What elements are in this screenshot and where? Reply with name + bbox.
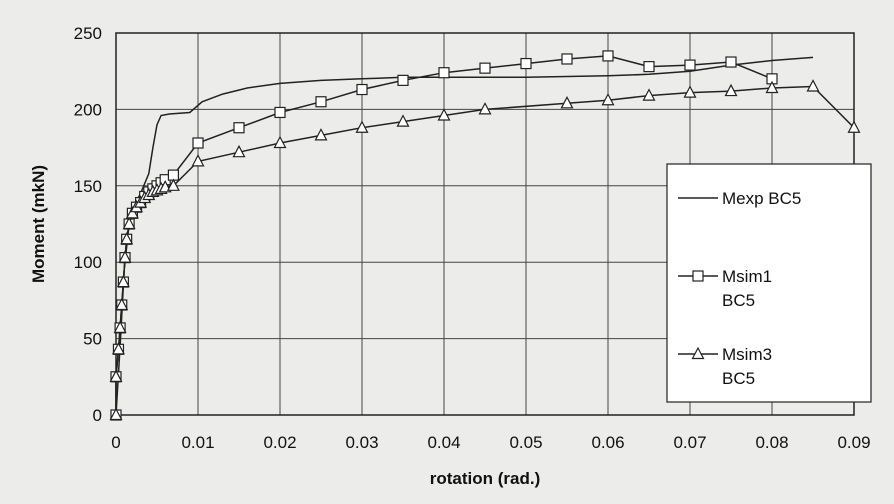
legend-entry: Mexp BC5	[678, 189, 801, 208]
triangle-marker	[437, 108, 451, 121]
triangle-marker	[642, 88, 656, 101]
legend-entry: Msim3 BC5	[678, 345, 772, 388]
x-tick-label: 0.01	[181, 433, 214, 452]
square-marker	[684, 59, 696, 71]
y-tick-label: 100	[74, 253, 102, 272]
x-tick-label: 0.02	[263, 433, 296, 452]
legend-label: BC5	[722, 369, 755, 388]
x-tick-label: 0.04	[427, 433, 460, 452]
triangle-marker	[396, 114, 410, 127]
triangle-marker	[116, 274, 130, 288]
triangle-marker	[113, 320, 127, 334]
triangle-marker	[765, 80, 779, 94]
square-marker	[192, 137, 204, 149]
square-marker	[479, 62, 491, 74]
square-marker	[520, 57, 532, 70]
x-tick-label: 0	[111, 433, 120, 452]
triangle-marker	[115, 297, 129, 311]
series-layer	[109, 50, 861, 421]
triangle-marker	[314, 128, 328, 141]
legend-entry: Msim1 BC5	[678, 267, 772, 310]
triangle-marker	[109, 407, 123, 421]
square-marker	[602, 50, 614, 62]
square-marker	[692, 270, 704, 282]
x-tick-label: 0.09	[837, 433, 870, 452]
square-marker	[397, 74, 409, 86]
square-marker	[233, 122, 245, 134]
y-tick-label: 50	[83, 330, 102, 349]
triangle-marker	[560, 95, 574, 109]
triangle-marker	[683, 85, 697, 98]
triangle-marker	[191, 154, 205, 167]
legend-label: Mexp BC5	[722, 189, 801, 208]
triangle-marker	[109, 369, 123, 382]
square-marker	[725, 56, 737, 68]
legend-label: BC5	[722, 291, 755, 310]
x-tick-label: 0.06	[591, 433, 624, 452]
legend-label: Msim1	[722, 267, 772, 286]
square-marker	[561, 53, 573, 65]
legend: Mexp BC5 Msim1 BC5 Msim3 BC5	[666, 163, 872, 403]
triangle-marker	[355, 120, 369, 133]
x-tick-label: 0.08	[755, 433, 788, 452]
triangle-marker	[847, 120, 861, 133]
y-tick-label: 0	[93, 406, 102, 425]
triangle-marker	[122, 216, 136, 230]
triangle-marker	[601, 92, 615, 106]
triangle-marker	[478, 102, 492, 115]
triangle-marker	[724, 83, 738, 97]
triangle-marker	[232, 144, 246, 158]
triangle-marker	[273, 135, 287, 149]
x-axis-title: rotation (rad.)	[430, 469, 541, 488]
y-tick-label: 150	[74, 177, 102, 196]
y-axis-title: Moment (mkN)	[29, 165, 48, 283]
y-tick-label: 200	[74, 100, 102, 119]
y-tick-label: 250	[74, 24, 102, 43]
triangle-marker	[125, 206, 139, 219]
square-marker	[438, 67, 450, 79]
tick-labels: 0 0.01 0.02 0.03 0.04 0.05 0.06 0.07 0.08 0.09 0 50…	[74, 24, 871, 452]
series-msim3-bc5	[109, 79, 861, 421]
x-tick-label: 0.07	[673, 433, 706, 452]
x-tick-label: 0.05	[509, 433, 542, 452]
square-marker	[356, 83, 368, 96]
legend-box	[666, 163, 872, 403]
square-marker	[643, 61, 655, 73]
triangle-marker	[691, 346, 705, 360]
triangle-marker	[806, 79, 820, 92]
triangle-marker	[111, 342, 125, 355]
triangle-marker	[166, 178, 180, 191]
square-marker	[274, 106, 286, 119]
triangle-marker	[118, 250, 132, 263]
square-marker	[315, 96, 327, 108]
legend-label: Msim3	[722, 345, 772, 364]
triangle-marker	[120, 231, 134, 245]
x-tick-label: 0.03	[345, 433, 378, 452]
